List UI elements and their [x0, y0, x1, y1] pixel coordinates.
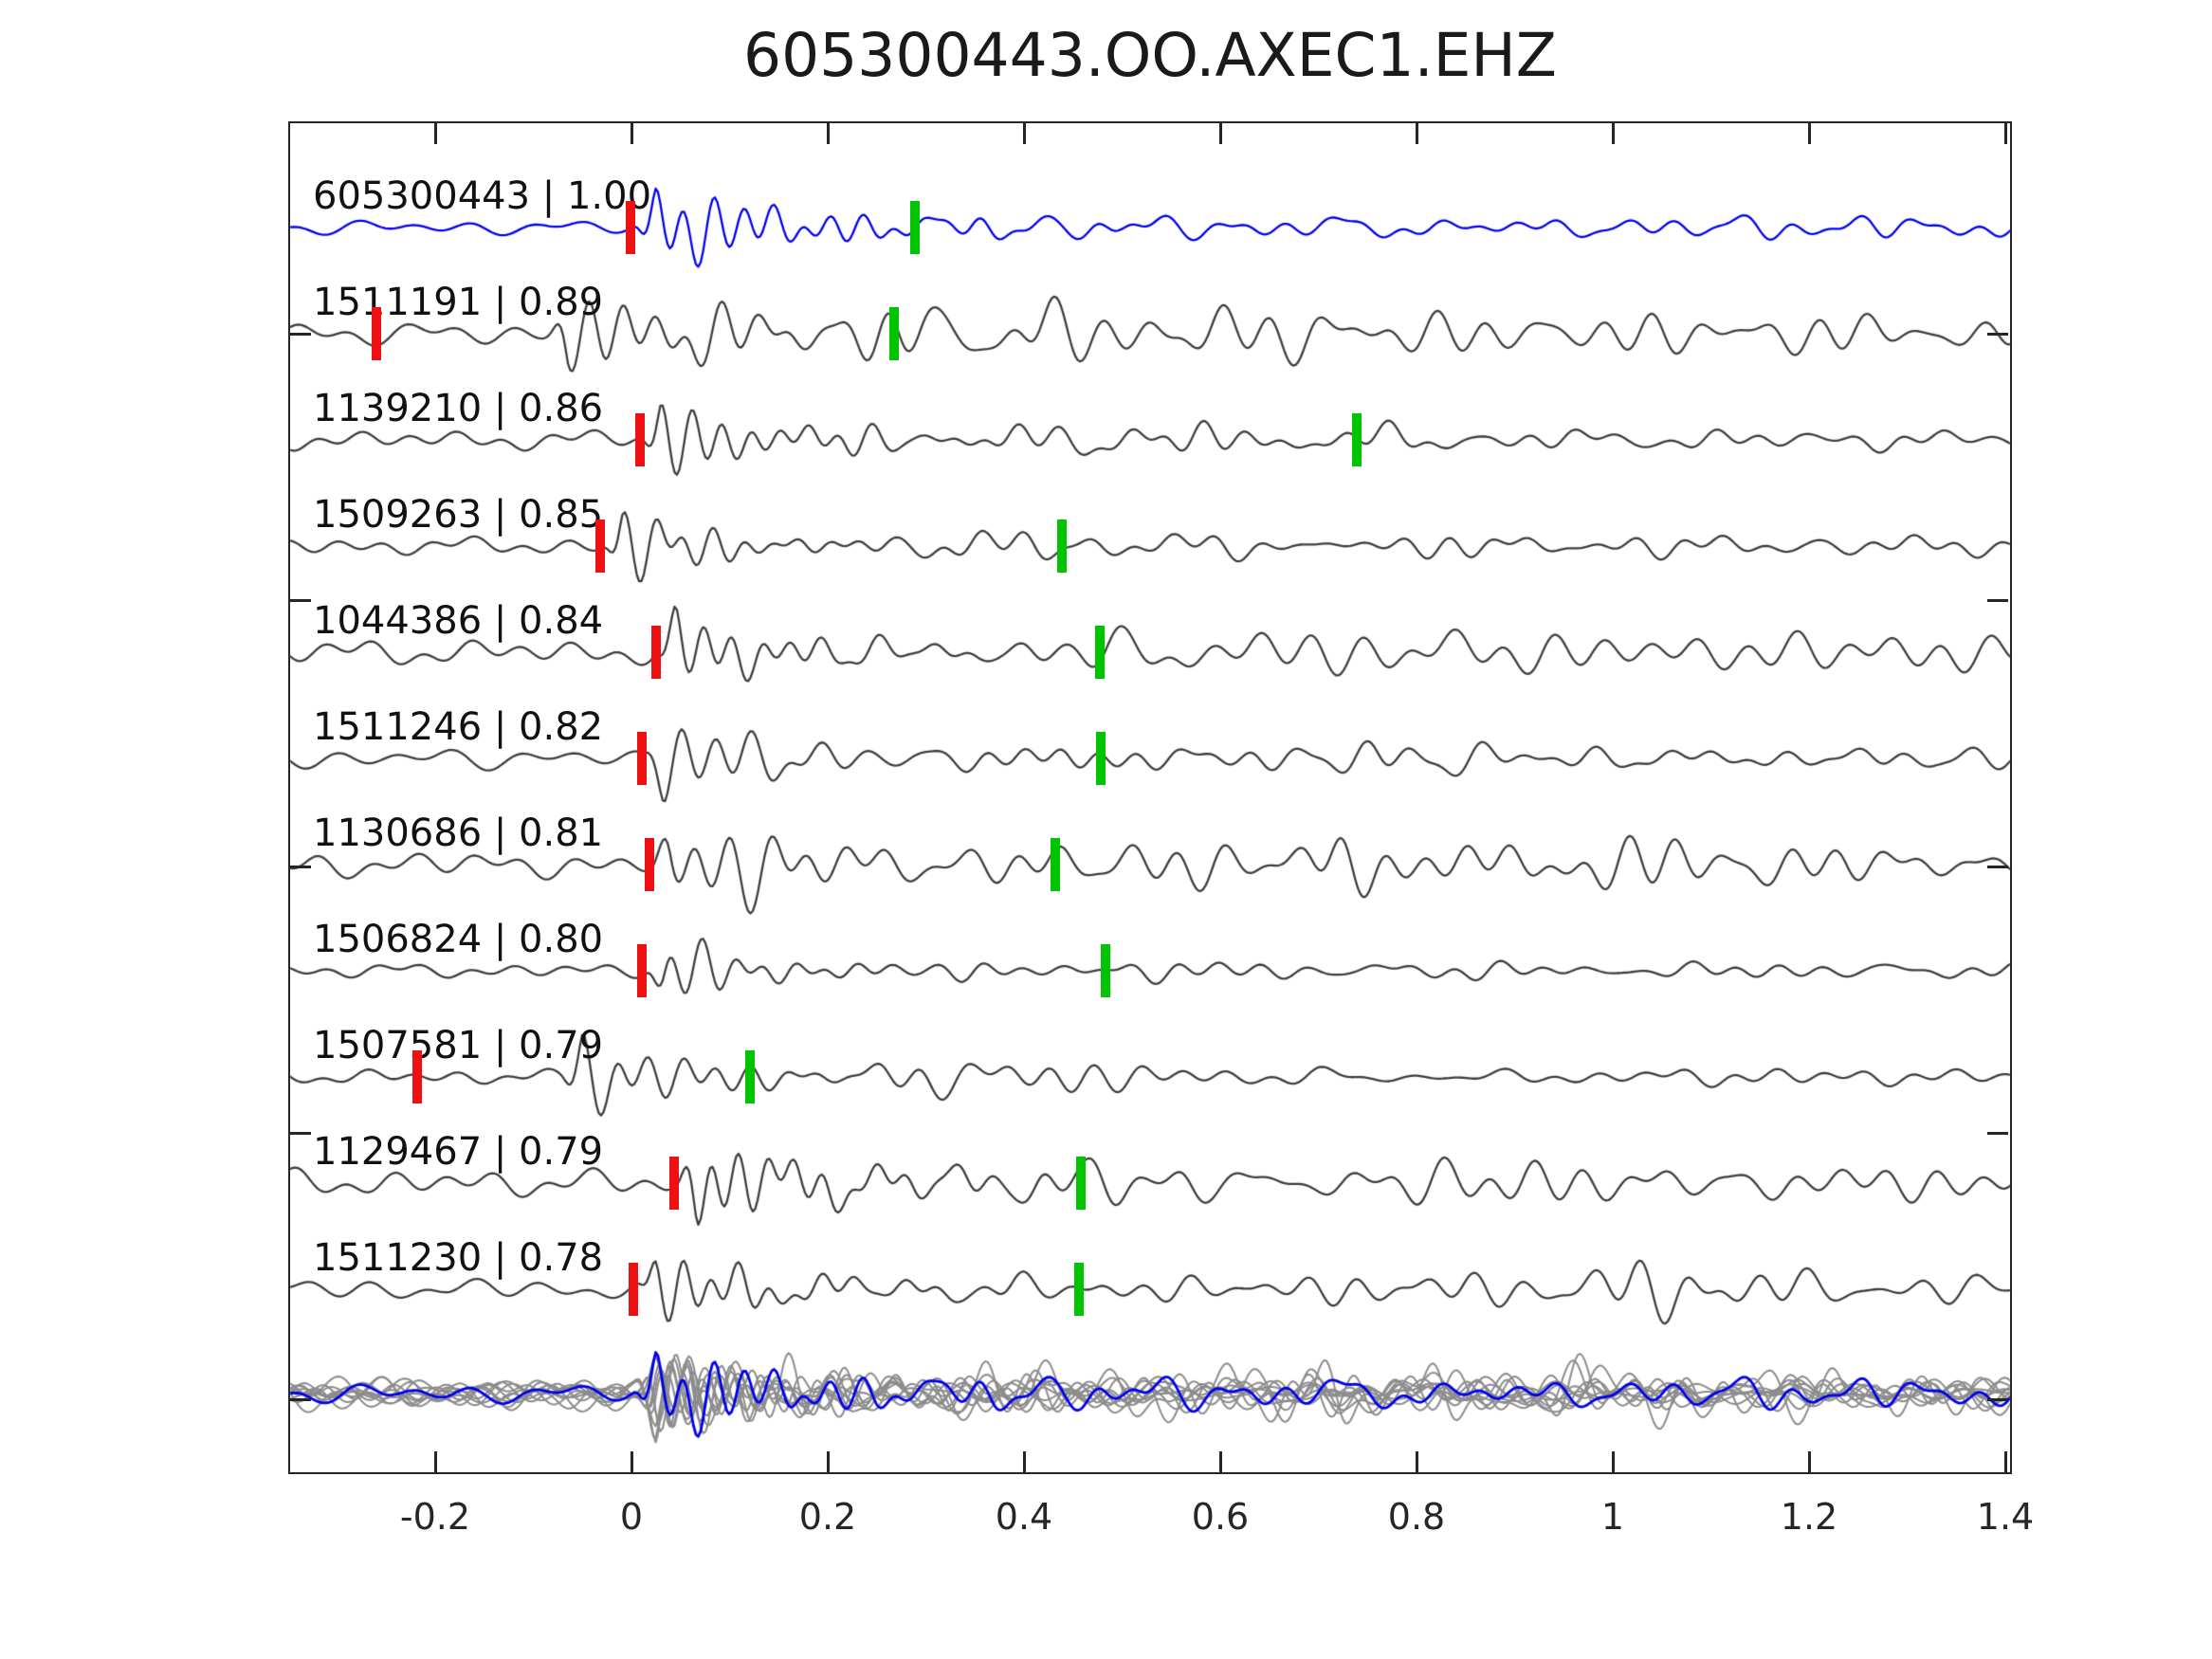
green-pick-marker — [1057, 520, 1068, 573]
x-tick-label: 0.4 — [995, 1496, 1053, 1538]
green-pick-marker — [1100, 944, 1110, 997]
y-tick-left — [290, 333, 311, 336]
y-tick-right — [1987, 1398, 2008, 1401]
x-tick-bottom — [434, 1451, 437, 1472]
x-tick-bottom — [827, 1451, 830, 1472]
green-pick-marker — [889, 307, 900, 360]
x-tick-top — [1416, 123, 1418, 144]
y-tick-left — [290, 1398, 311, 1401]
x-tick-top — [1612, 123, 1615, 144]
trace-label: 605300443 | 1.00 — [313, 174, 652, 218]
x-tick-bottom — [1023, 1451, 1026, 1472]
trace-label: 1511191 | 0.89 — [313, 281, 604, 324]
green-pick-marker — [1051, 838, 1061, 891]
green-pick-marker — [1351, 413, 1362, 466]
y-tick-right — [1987, 1132, 2008, 1135]
x-tick-label: 1.4 — [1976, 1496, 2035, 1538]
x-tick-label: 0.8 — [1387, 1496, 1446, 1538]
trace-label: 1511230 | 0.78 — [313, 1236, 604, 1280]
red-pick-marker — [371, 307, 381, 360]
green-pick-marker — [910, 201, 921, 254]
trace-label: 1506824 | 0.80 — [313, 918, 604, 961]
trace-label: 1511246 | 0.82 — [313, 705, 604, 749]
x-tick-bottom — [1612, 1451, 1615, 1472]
x-tick-top — [2004, 123, 2007, 144]
x-tick-bottom — [1808, 1451, 1811, 1472]
x-tick-top — [827, 123, 830, 144]
red-pick-marker — [594, 520, 605, 573]
red-pick-marker — [637, 732, 648, 785]
green-pick-marker — [1076, 1157, 1087, 1210]
x-tick-label: 0.6 — [1191, 1496, 1250, 1538]
x-tick-top — [1023, 123, 1026, 144]
x-tick-top — [1808, 123, 1811, 144]
red-pick-marker — [668, 1157, 679, 1210]
trace-label: 1129467 | 0.79 — [313, 1130, 604, 1174]
x-tick-label: -0.2 — [399, 1496, 471, 1538]
y-tick-left — [290, 866, 311, 868]
green-pick-marker — [1095, 732, 1106, 785]
x-tick-label: 0.2 — [798, 1496, 857, 1538]
trace-label: 1507581 | 0.79 — [313, 1024, 604, 1067]
trace-label: 1044386 | 0.84 — [313, 599, 604, 643]
x-tick-bottom — [1219, 1451, 1222, 1472]
trace-label: 1139210 | 0.86 — [313, 387, 604, 430]
red-pick-marker — [635, 413, 646, 466]
y-tick-right — [1987, 333, 2008, 336]
x-tick-label: 1.2 — [1780, 1496, 1838, 1538]
red-pick-marker — [644, 838, 654, 891]
trace-label: 1130686 | 0.81 — [313, 811, 604, 855]
red-pick-marker — [629, 1263, 639, 1316]
y-tick-left — [290, 599, 311, 602]
green-pick-marker — [745, 1050, 756, 1103]
y-tick-right — [1987, 866, 2008, 868]
x-tick-label: 1 — [1600, 1496, 1625, 1538]
x-tick-top — [434, 123, 437, 144]
x-tick-label: 0 — [619, 1496, 644, 1538]
y-tick-left — [290, 1132, 311, 1135]
x-tick-bottom — [2004, 1451, 2007, 1472]
green-pick-marker — [1094, 626, 1105, 679]
red-pick-marker — [625, 201, 635, 254]
x-tick-bottom — [631, 1451, 633, 1472]
x-tick-top — [1219, 123, 1222, 144]
y-tick-right — [1987, 599, 2008, 602]
red-pick-marker — [412, 1050, 423, 1103]
red-pick-marker — [637, 944, 648, 997]
trace-label: 1509263 | 0.85 — [313, 493, 604, 537]
x-tick-top — [631, 123, 633, 144]
red-pick-marker — [650, 626, 661, 679]
x-tick-bottom — [1416, 1451, 1418, 1472]
green-pick-marker — [1073, 1263, 1084, 1316]
